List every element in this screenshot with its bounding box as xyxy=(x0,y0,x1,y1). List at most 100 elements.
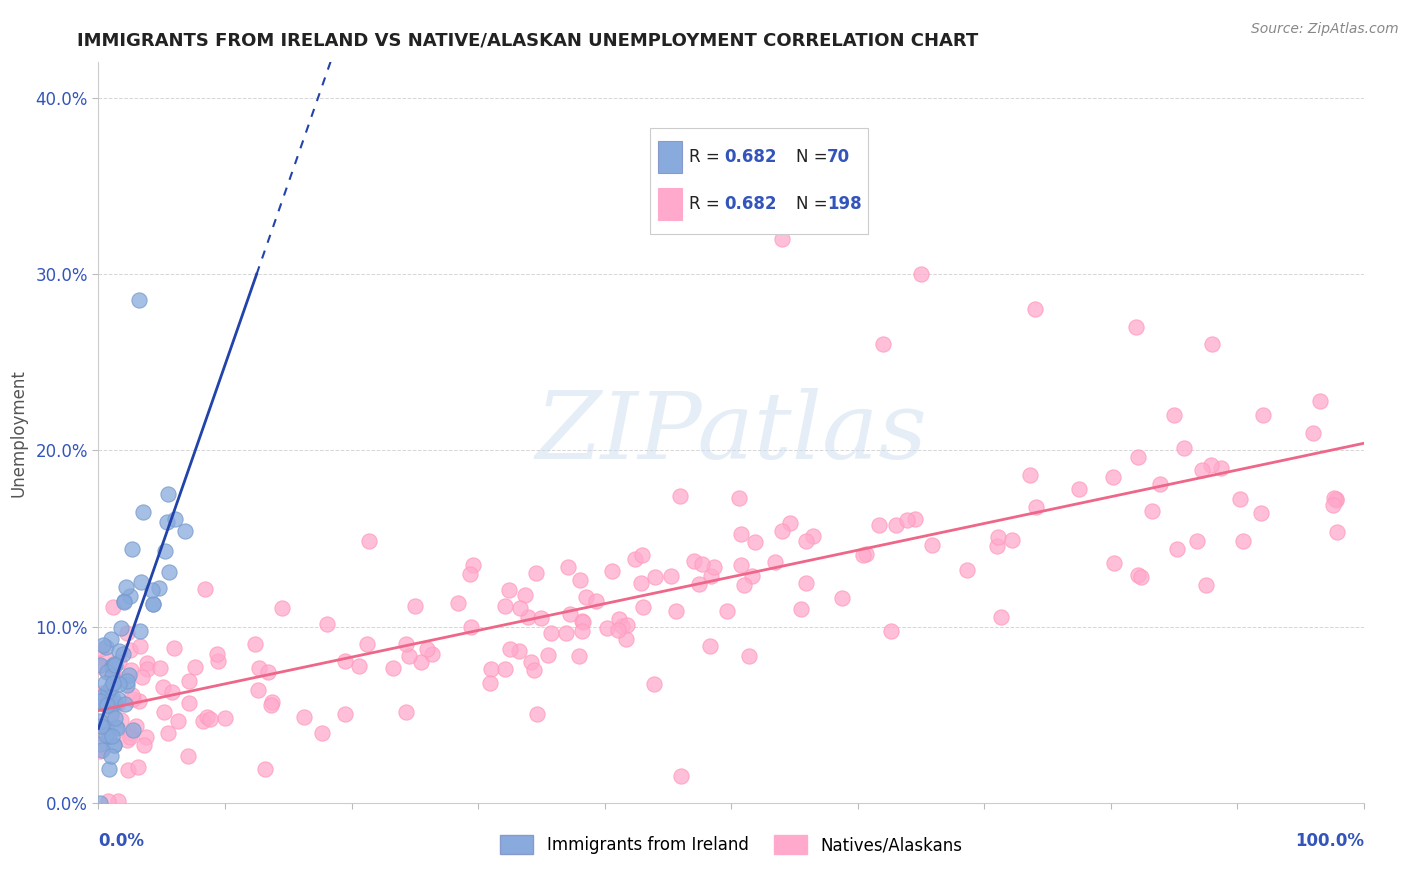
Point xyxy=(404,599,426,613)
Text: N =: N = xyxy=(796,148,832,167)
Point xyxy=(494,662,516,676)
Point xyxy=(105,721,128,735)
Point xyxy=(955,563,977,577)
Point xyxy=(179,674,201,689)
Point xyxy=(1125,319,1147,334)
Point xyxy=(311,726,333,740)
Point xyxy=(498,582,520,597)
Point xyxy=(107,655,129,669)
Text: Source: ZipAtlas.com: Source: ZipAtlas.com xyxy=(1251,22,1399,37)
Point xyxy=(100,681,122,695)
Point xyxy=(986,539,1008,553)
Point xyxy=(115,673,138,688)
Point xyxy=(156,726,179,740)
Point xyxy=(100,706,122,721)
Point xyxy=(1251,408,1274,422)
Point xyxy=(630,576,652,591)
Point xyxy=(630,548,652,562)
Point xyxy=(728,491,751,505)
Point xyxy=(125,719,148,733)
Point xyxy=(600,564,623,578)
Point xyxy=(135,730,157,744)
Point xyxy=(904,512,927,526)
Point xyxy=(509,600,531,615)
Point xyxy=(205,647,228,661)
Point xyxy=(112,595,135,609)
Point xyxy=(93,724,115,739)
Point xyxy=(499,642,522,657)
Point xyxy=(90,743,112,757)
Point xyxy=(896,513,918,527)
Point xyxy=(94,728,117,742)
Point xyxy=(357,533,380,548)
Point xyxy=(794,576,817,591)
Point xyxy=(643,677,665,691)
Point xyxy=(763,554,786,568)
Text: ZIPatlas: ZIPatlas xyxy=(536,388,927,477)
Point xyxy=(163,641,186,656)
Point xyxy=(1025,500,1047,515)
Point xyxy=(990,609,1012,624)
Point xyxy=(142,597,165,611)
Point xyxy=(153,543,176,558)
Point xyxy=(110,673,132,687)
Point xyxy=(94,695,117,709)
Point xyxy=(105,697,128,711)
Point xyxy=(333,707,356,722)
Point xyxy=(114,580,136,594)
Point xyxy=(569,573,592,587)
Point xyxy=(537,648,560,662)
Point xyxy=(160,684,183,698)
Point xyxy=(104,658,127,673)
Point xyxy=(356,637,378,651)
Point xyxy=(89,714,111,728)
Point xyxy=(243,637,266,651)
Point xyxy=(688,576,710,591)
Point xyxy=(1163,408,1185,422)
Point xyxy=(97,684,120,698)
Point xyxy=(699,639,721,653)
Point xyxy=(1191,463,1213,477)
Legend: Immigrants from Ireland, Natives/Alaskans: Immigrants from Ireland, Natives/Alaskan… xyxy=(494,829,969,861)
Point xyxy=(98,691,121,706)
Point xyxy=(271,601,294,615)
Point xyxy=(115,625,138,640)
Point xyxy=(156,515,179,529)
Point xyxy=(128,624,150,638)
Point xyxy=(90,719,112,733)
Point xyxy=(184,659,207,673)
Point xyxy=(616,617,638,632)
Point xyxy=(540,625,562,640)
Point xyxy=(118,668,141,682)
Point xyxy=(1142,504,1164,518)
Point xyxy=(98,693,121,707)
Point xyxy=(96,715,118,730)
Point xyxy=(117,678,139,692)
Point xyxy=(612,619,634,633)
Point xyxy=(128,640,150,654)
Point xyxy=(624,551,647,566)
Point xyxy=(555,626,578,640)
Point xyxy=(910,267,932,281)
Point xyxy=(987,530,1010,544)
Point xyxy=(142,598,165,612)
Point xyxy=(93,675,115,690)
Point xyxy=(89,658,111,673)
Point xyxy=(177,748,200,763)
Point xyxy=(100,749,122,764)
Point xyxy=(1173,441,1195,455)
Point xyxy=(517,610,540,624)
Point xyxy=(1326,492,1348,507)
Point xyxy=(110,714,132,728)
Point xyxy=(96,698,118,713)
Point xyxy=(131,670,153,684)
Point xyxy=(136,656,159,670)
Text: IMMIGRANTS FROM IRELAND VS NATIVE/ALASKAN UNEMPLOYMENT CORRELATION CHART: IMMIGRANTS FROM IRELAND VS NATIVE/ALASKA… xyxy=(77,31,979,49)
Point xyxy=(738,649,761,664)
Text: 70: 70 xyxy=(827,148,849,167)
Point xyxy=(879,624,901,638)
Point xyxy=(568,648,591,663)
Point xyxy=(1187,533,1209,548)
Point xyxy=(416,642,439,657)
Point xyxy=(395,637,418,651)
